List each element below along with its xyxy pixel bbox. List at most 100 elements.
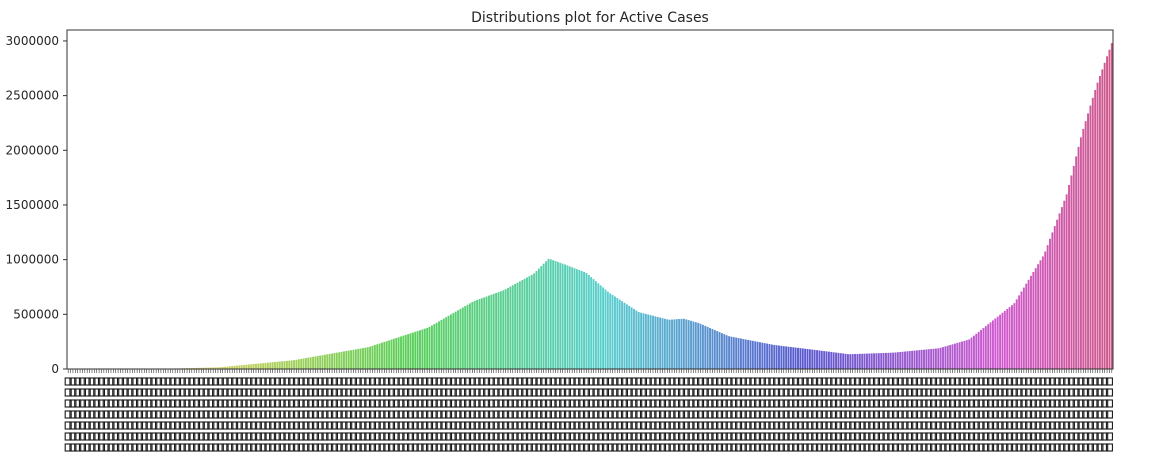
x-tick-label-glyph (245, 443, 253, 452)
x-tick-label-glyph (1048, 443, 1056, 452)
x-tick-label-glyph (359, 410, 367, 419)
x-tick-label-glyph (877, 421, 885, 430)
x-tick-label-glyph (449, 399, 457, 408)
x-tick-label-glyph (711, 443, 719, 452)
x-tick-label-glyph (606, 399, 614, 408)
x-tick-label-glyph (492, 443, 500, 452)
x-tick-label-glyph (483, 399, 491, 408)
x-tick-label-glyph (254, 410, 262, 419)
x-tick-label-glyph (568, 399, 576, 408)
x-tick-label-glyph (254, 443, 262, 452)
x-tick-label-glyph (582, 410, 590, 419)
x-tick-label-glyph (349, 399, 358, 408)
x-tick-label-glyph (958, 399, 966, 408)
x-tick-label-glyph (1015, 421, 1023, 430)
x-tick-label-glyph (744, 399, 752, 408)
x-tick-label-glyph (663, 443, 671, 452)
x-tick-label-glyph (592, 421, 600, 430)
x-tick-label-glyph (1077, 410, 1085, 419)
x-tick-label-glyph (221, 432, 229, 441)
bar (528, 276, 531, 369)
bar (830, 351, 833, 369)
x-tick-label-glyph (340, 388, 348, 397)
x-tick-label-glyph (535, 410, 543, 419)
x-tick-label-glyph (107, 432, 115, 441)
x-tick-label-glyph (934, 399, 942, 408)
bar (873, 353, 876, 369)
x-tick-label-glyph (673, 399, 681, 408)
x-tick-label-glyph (825, 388, 833, 397)
x-tick-label-glyph (444, 377, 453, 386)
y-tick-label: 0 (51, 362, 59, 376)
x-tick-label-glyph (915, 388, 923, 397)
bar (994, 318, 997, 369)
bar (414, 331, 417, 369)
x-tick-label-glyph (925, 410, 933, 419)
x-tick-label-glyph (330, 432, 338, 441)
x-tick-label-glyph (882, 443, 890, 452)
x-tick-label-glyph (601, 377, 610, 386)
bar (283, 361, 286, 369)
bar (307, 357, 310, 369)
x-tick-label-glyph (939, 399, 947, 408)
bar (806, 349, 809, 369)
x-tick-label-glyph (406, 432, 415, 441)
bar (347, 350, 350, 369)
x-tick-label-glyph (944, 432, 952, 441)
x-tick-label-glyph (93, 377, 101, 386)
x-tick-label-glyph (972, 399, 980, 408)
x-tick-label-glyph (620, 377, 629, 386)
x-tick-label-glyph (1001, 399, 1009, 408)
bar (946, 345, 949, 369)
x-tick-label-glyph (126, 377, 134, 386)
x-tick-label-glyph (411, 432, 419, 441)
x-tick-label-glyph (963, 399, 971, 408)
bar (388, 340, 391, 369)
x-tick-label-glyph (530, 432, 538, 441)
x-tick-label-glyph (796, 377, 804, 386)
bar (849, 354, 852, 369)
x-tick-label-glyph (392, 399, 400, 408)
x-tick-label-glyph (283, 432, 291, 441)
x-tick-label-glyph (530, 377, 538, 386)
bar (663, 318, 666, 369)
x-tick-label-glyph (459, 410, 467, 419)
x-tick-label-glyph (687, 399, 695, 408)
x-tick-label-glyph (677, 410, 686, 419)
x-tick-label-glyph (440, 388, 448, 397)
x-tick-label-glyph (140, 443, 148, 452)
x-tick-label-glyph (459, 432, 467, 441)
x-tick-label-glyph (226, 410, 234, 419)
x-tick-label-glyph (644, 421, 652, 430)
x-tick-label-glyph (83, 377, 91, 386)
x-tick-label-glyph (891, 377, 900, 386)
x-tick-label-glyph (392, 388, 400, 397)
x-tick-label-glyph (711, 432, 719, 441)
x-tick-label-glyph (754, 421, 762, 430)
x-tick-label-glyph (963, 421, 971, 430)
x-tick-label-glyph (806, 388, 814, 397)
x-tick-label-glyph (535, 388, 543, 397)
x-tick-label-glyph (977, 377, 985, 386)
x-tick-label-glyph (497, 377, 505, 386)
bar (331, 353, 334, 369)
x-tick-label-glyph (820, 410, 828, 419)
x-tick-label-glyph (768, 443, 776, 452)
x-tick-label-glyph (925, 388, 933, 397)
x-tick-label-glyph (982, 388, 990, 397)
bar (675, 319, 678, 369)
bar (846, 354, 849, 369)
bar (323, 354, 326, 369)
x-tick-label-glyph (1048, 377, 1056, 386)
x-tick-label-glyph (701, 410, 709, 419)
x-tick-label-glyph (906, 421, 914, 430)
x-tick-label-glyph (701, 421, 709, 430)
x-tick-label-glyph (1001, 377, 1009, 386)
bar (728, 336, 731, 369)
bar (975, 333, 978, 369)
x-tick-label-glyph (416, 443, 424, 452)
x-tick-label-glyph (1067, 377, 1075, 386)
x-tick-label-glyph (896, 377, 904, 386)
x-tick-label-glyph (397, 443, 405, 452)
x-tick-label-glyph (454, 377, 462, 386)
